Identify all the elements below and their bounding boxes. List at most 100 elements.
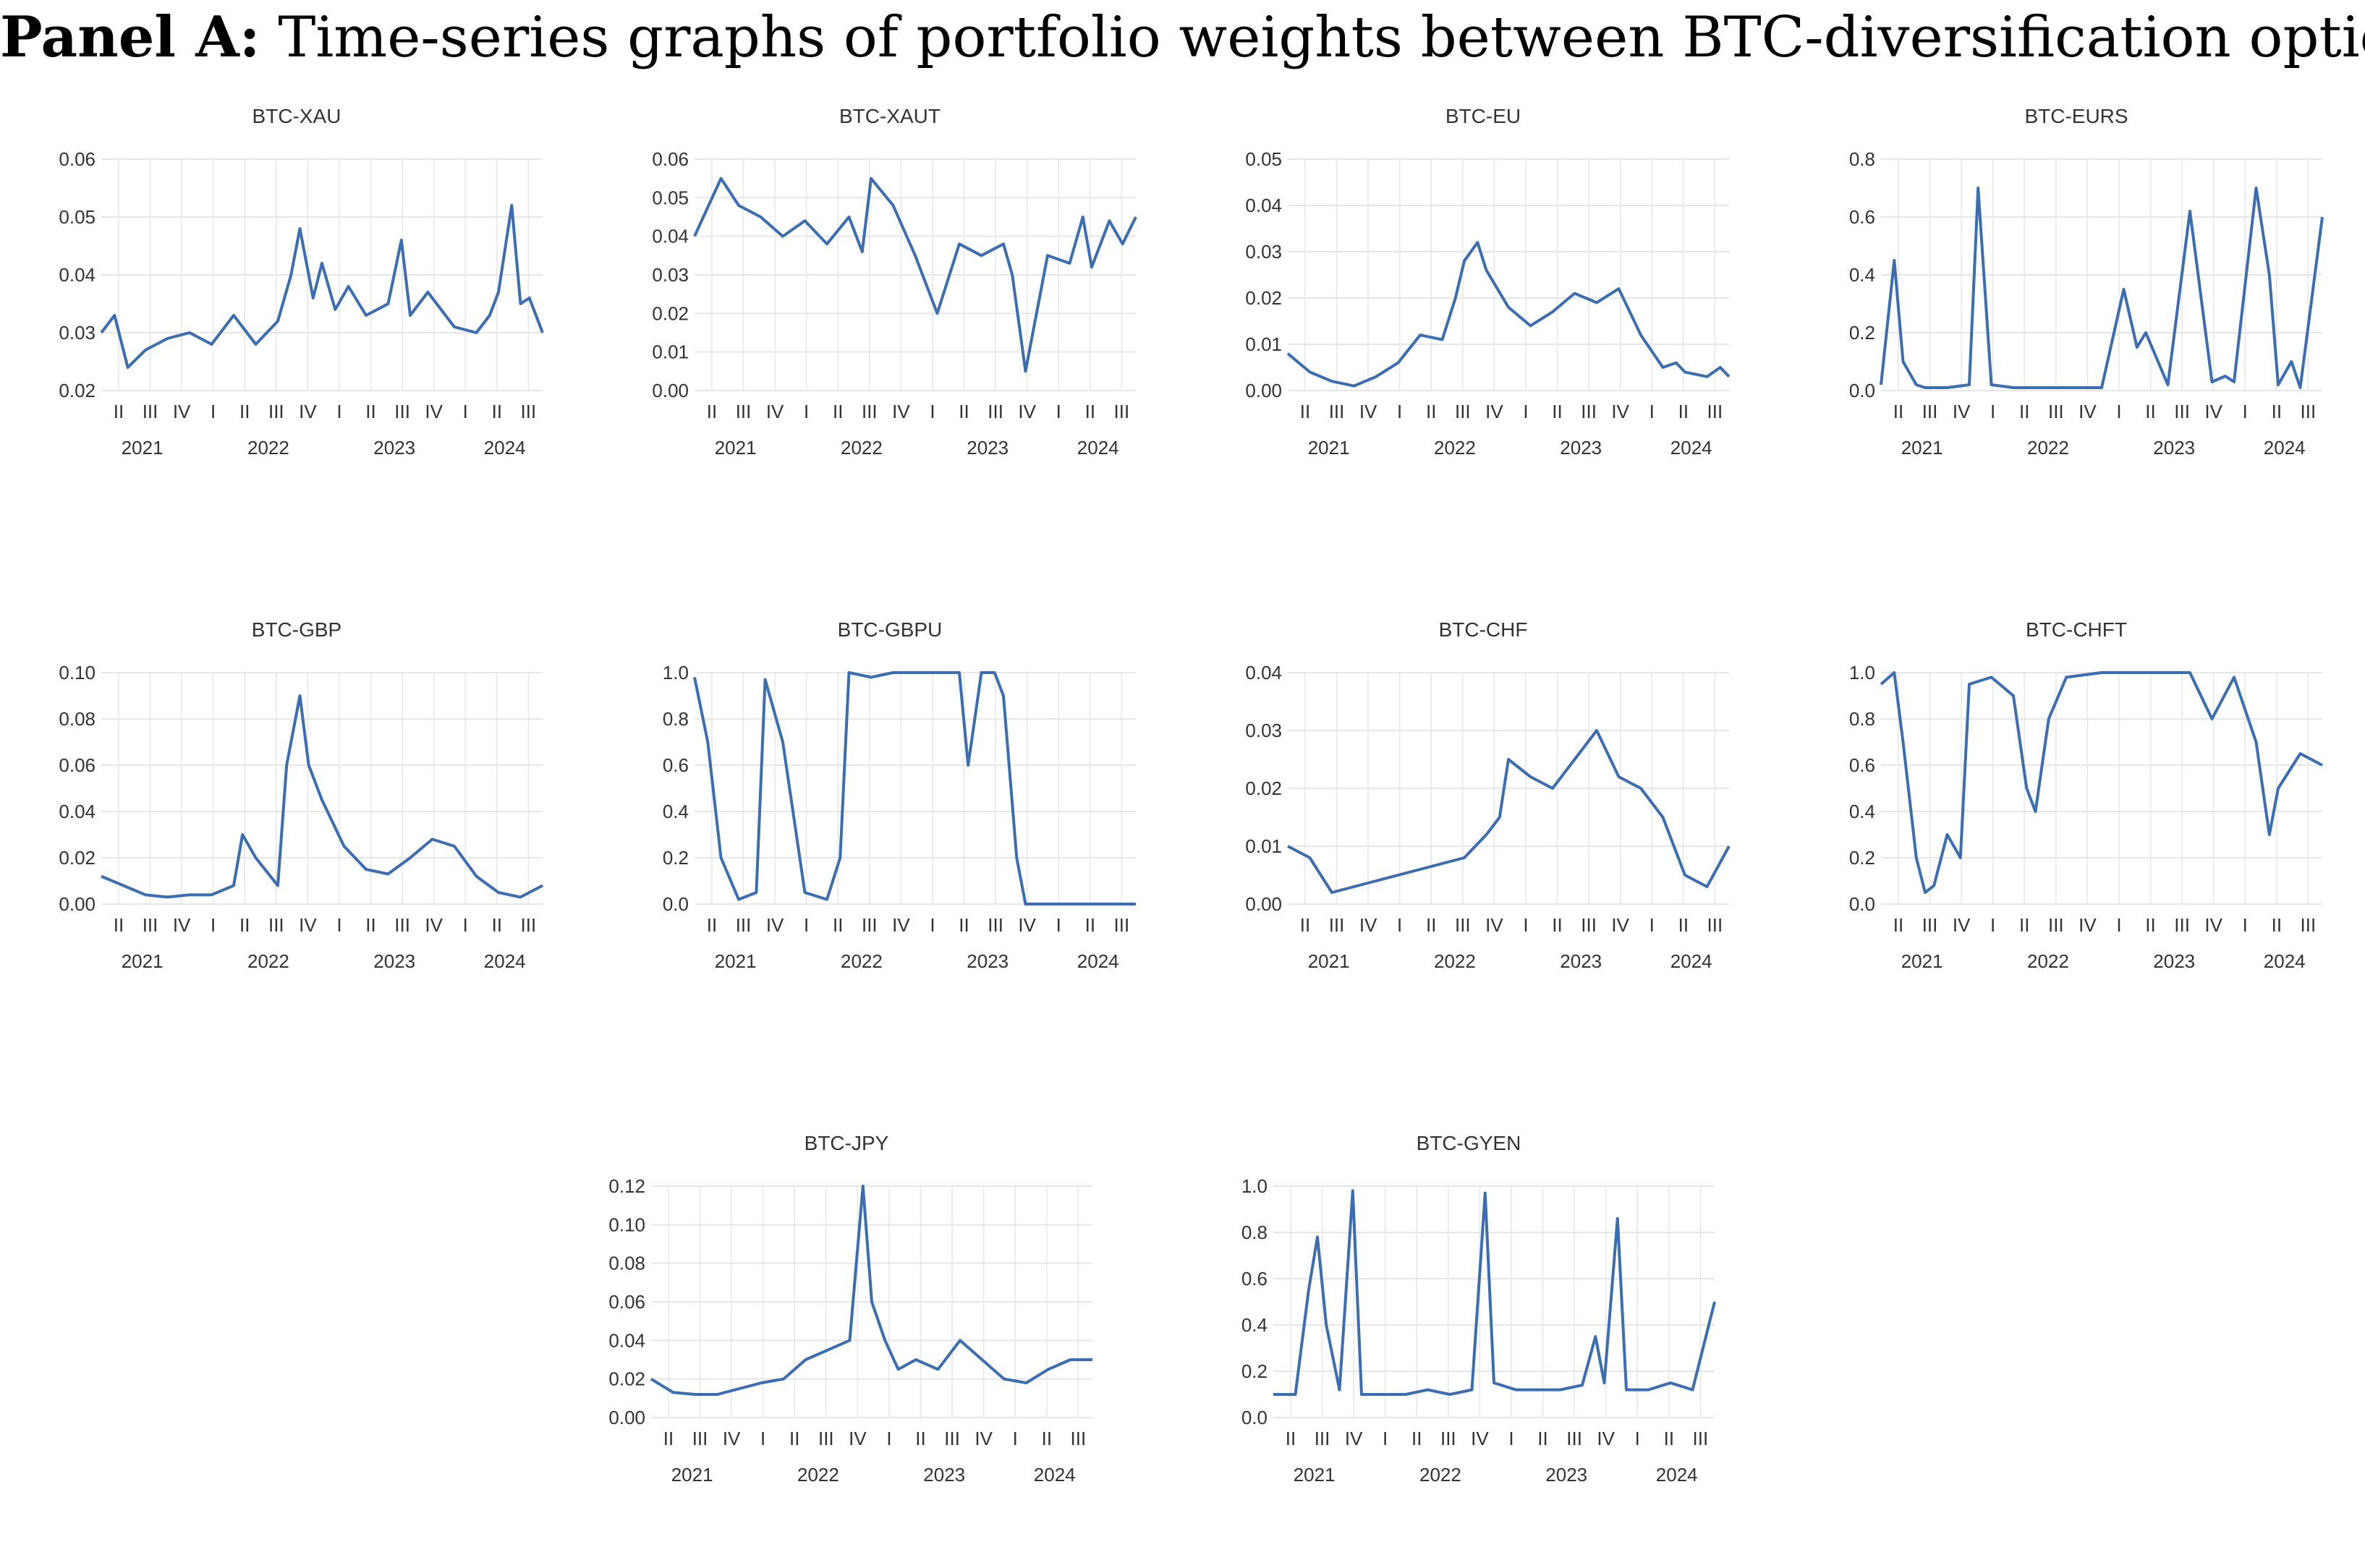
- y-tick-label: 0.04: [652, 226, 689, 247]
- year-tick-label: 2023: [2153, 950, 2195, 972]
- y-tick-label: 0.2: [1849, 322, 1875, 344]
- panel-title-text: Time-series graphs of portfolio weights …: [278, 5, 2365, 70]
- quarter-tick-label: I: [804, 401, 809, 422]
- quarter-tick-label: II: [365, 401, 375, 422]
- quarter-tick-label: III: [1114, 401, 1130, 422]
- y-tick-label: 0.12: [608, 1175, 645, 1197]
- chart-title: BTC-CHFT: [2026, 618, 2127, 641]
- quarter-tick-label: II: [2272, 914, 2282, 936]
- quarter-tick-label: II: [1426, 401, 1436, 422]
- y-tick-label: 0.03: [1245, 720, 1282, 741]
- quarter-tick-label: III: [1455, 401, 1471, 422]
- quarter-tick-label: I: [1013, 1428, 1018, 1449]
- quarter-tick-label: III: [1329, 914, 1345, 936]
- quarter-tick-label: II: [2145, 401, 2155, 422]
- quarter-tick-label: III: [143, 401, 158, 422]
- quarter-tick-label: III: [988, 914, 1003, 936]
- year-tick-label: 2022: [2027, 437, 2069, 459]
- quarter-tick-label: III: [944, 1428, 960, 1449]
- quarter-tick-label: III: [862, 401, 878, 422]
- quarter-tick-label: IV: [766, 914, 784, 936]
- quarter-tick-label: IV: [173, 914, 191, 936]
- y-tick-label: 0.10: [59, 662, 95, 683]
- quarter-tick-label: II: [1300, 914, 1310, 936]
- quarter-tick-label: I: [886, 1428, 891, 1449]
- quarter-tick-label: IV: [2079, 401, 2097, 422]
- quarter-tick-label: II: [1426, 914, 1436, 936]
- panel-label: Panel A:: [0, 4, 260, 70]
- quarter-tick-label: I: [1649, 401, 1655, 422]
- quarter-tick-label: I: [930, 914, 935, 936]
- quarter-tick-label: III: [521, 401, 537, 422]
- quarter-tick-label: II: [1664, 1428, 1674, 1449]
- y-tick-label: 0.06: [59, 148, 95, 170]
- y-tick-label: 1.0: [1241, 1175, 1268, 1197]
- quarter-tick-label: II: [959, 914, 969, 936]
- year-tick-label: 2024: [1656, 1464, 1698, 1486]
- quarter-tick-label: II: [1552, 914, 1562, 936]
- quarter-tick-label: II: [1300, 401, 1310, 422]
- quarter-tick-label: II: [707, 401, 717, 422]
- series-line: [693, 671, 1136, 906]
- y-tick-label: 0.03: [652, 264, 689, 286]
- y-tick-label: 0.05: [59, 206, 95, 228]
- quarter-tick-label: II: [492, 914, 502, 936]
- quarter-tick-label: II: [915, 1428, 925, 1449]
- quarter-tick-label: II: [2145, 914, 2155, 936]
- quarter-tick-label: II: [1893, 914, 1903, 936]
- quarter-tick-label: I: [1397, 914, 1402, 936]
- quarter-tick-label: III: [736, 914, 752, 936]
- quarter-tick-label: II: [1678, 914, 1689, 936]
- y-tick-label: 0.4: [1849, 801, 1875, 822]
- quarter-tick-label: III: [1581, 914, 1597, 936]
- chart-title: BTC-GBPU: [838, 618, 943, 641]
- y-tick-label: 0.0: [1241, 1407, 1268, 1428]
- quarter-tick-label: IV: [723, 1428, 741, 1449]
- quarter-tick-label: II: [114, 914, 124, 936]
- quarter-tick-label: I: [1383, 1428, 1388, 1449]
- quarter-tick-label: II: [1678, 401, 1689, 422]
- year-tick-label: 2023: [923, 1464, 965, 1486]
- quarter-tick-label: I: [2243, 914, 2248, 936]
- quarter-tick-label: III: [394, 914, 410, 936]
- quarter-tick-label: IV: [425, 914, 443, 936]
- y-tick-label: 0.01: [1245, 333, 1282, 355]
- y-tick-label: 0.03: [1245, 241, 1282, 263]
- y-tick-label: 0.10: [608, 1214, 645, 1235]
- quarter-tick-label: III: [1922, 401, 1938, 422]
- y-tick-label: 0.05: [652, 187, 689, 208]
- year-tick-label: 2021: [715, 437, 757, 459]
- quarter-tick-label: III: [818, 1428, 834, 1449]
- quarter-tick-label: III: [521, 914, 537, 936]
- quarter-tick-label: II: [239, 914, 250, 936]
- quarter-tick-label: IV: [2079, 914, 2097, 936]
- quarter-tick-label: I: [1056, 914, 1061, 936]
- quarter-tick-label: III: [862, 914, 878, 936]
- quarter-tick-label: III: [2174, 914, 2190, 936]
- quarter-tick-label: IV: [1018, 401, 1036, 422]
- quarter-tick-label: I: [211, 401, 216, 422]
- year-tick-label: 2024: [484, 950, 526, 972]
- quarter-tick-label: III: [736, 401, 752, 422]
- y-tick-label: 0.00: [1245, 380, 1282, 401]
- y-tick-label: 0.8: [1241, 1222, 1268, 1243]
- quarter-tick-label: IV: [173, 401, 191, 422]
- quarter-tick-label: I: [2116, 401, 2121, 422]
- quarter-tick-label: IV: [1345, 1428, 1363, 1449]
- quarter-tick-label: II: [833, 401, 843, 422]
- quarter-tick-label: III: [2174, 401, 2190, 422]
- y-tick-label: 0.04: [1245, 662, 1282, 683]
- quarter-tick-label: II: [492, 401, 502, 422]
- y-tick-label: 0.03: [59, 322, 95, 344]
- quarter-tick-label: II: [1537, 1428, 1547, 1449]
- quarter-tick-label: IV: [892, 914, 910, 936]
- quarter-tick-label: II: [959, 401, 969, 422]
- y-tick-label: 0.01: [1245, 835, 1282, 857]
- quarter-tick-label: II: [2019, 914, 2029, 936]
- y-tick-label: 0.6: [1849, 206, 1875, 228]
- year-tick-label: 2021: [671, 1464, 713, 1486]
